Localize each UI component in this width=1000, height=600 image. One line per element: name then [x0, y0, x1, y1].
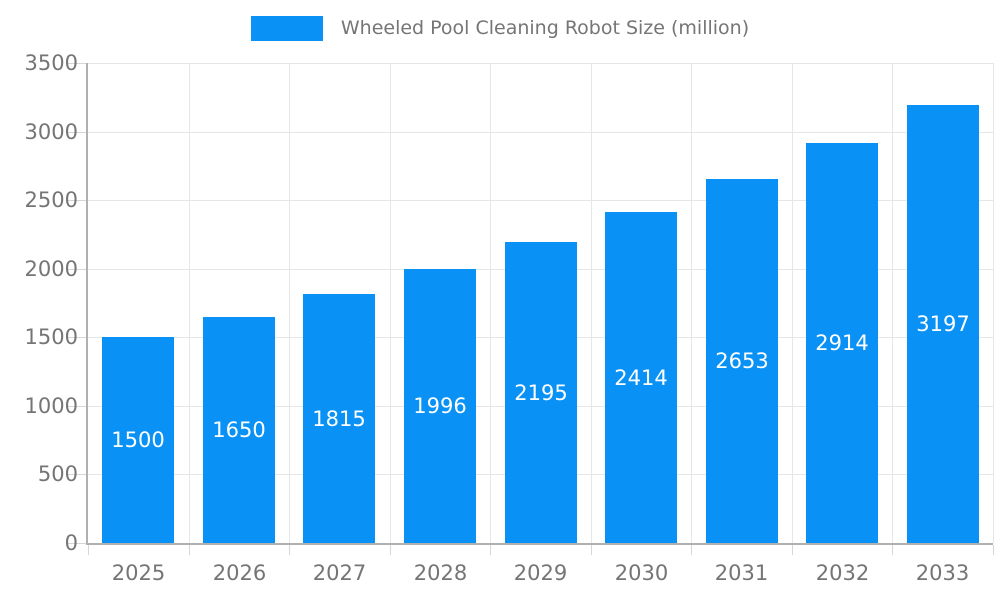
x-axis-label: 2026 — [212, 561, 267, 585]
x-axis-label: 2029 — [513, 561, 568, 585]
x-axis-tick — [691, 545, 692, 555]
y-axis-label: 3500 — [24, 51, 78, 75]
x-axis-tick — [993, 545, 994, 555]
bar-2031[interactable]: 2653 — [706, 179, 778, 543]
bar-2026[interactable]: 1650 — [203, 317, 275, 543]
x-axis-label: 2032 — [815, 561, 870, 585]
bar-value-label: 2195 — [514, 380, 568, 405]
bar-value-label: 2653 — [715, 349, 769, 373]
y-axis-tick — [67, 543, 88, 544]
x-axis-label: 2030 — [614, 561, 669, 585]
bar-2032[interactable]: 2914 — [806, 143, 878, 543]
x-axis-tick — [289, 545, 290, 555]
bar-2028[interactable]: 1996 — [404, 269, 476, 543]
gridline-v — [289, 63, 290, 543]
x-axis-label: 2028 — [413, 561, 468, 585]
x-axis-tick — [189, 545, 190, 555]
y-axis-label: 3000 — [24, 120, 78, 144]
y-axis-label: 500 — [37, 462, 78, 486]
gridline-v — [591, 63, 592, 543]
bar-value-label: 3197 — [916, 312, 970, 336]
y-axis-tick — [67, 269, 88, 270]
legend-label: Wheeled Pool Cleaning Robot Size (millio… — [340, 17, 750, 39]
bar-2027[interactable]: 1815 — [303, 294, 375, 543]
bar-2029[interactable]: 2195 — [505, 242, 577, 543]
y-axis-tick — [67, 200, 88, 201]
gridline-v — [490, 63, 491, 543]
y-axis-tick — [67, 63, 88, 64]
gridline-v — [189, 63, 190, 543]
bar-value-label: 2414 — [614, 365, 668, 390]
gridline-v — [691, 63, 692, 543]
gridline-v — [792, 63, 793, 543]
x-axis-tick — [792, 545, 793, 555]
x-axis-tick — [892, 545, 893, 555]
gridline-v — [390, 63, 391, 543]
y-axis-tick — [67, 132, 88, 133]
bar-value-label: 1815 — [312, 406, 366, 431]
gridline-h — [88, 63, 993, 64]
gridline-v — [993, 63, 994, 543]
x-axis-label: 2031 — [714, 561, 769, 585]
y-axis-tick — [67, 337, 88, 338]
gridline-v — [892, 63, 893, 543]
y-axis-tick — [67, 406, 88, 407]
y-axis-label: 1500 — [24, 325, 78, 349]
y-axis-label: 1000 — [24, 394, 78, 418]
x-axis-line — [86, 543, 993, 545]
x-axis-label: 2033 — [915, 561, 970, 585]
bar-2033[interactable]: 3197 — [907, 105, 979, 543]
x-axis-tick — [390, 545, 391, 555]
y-axis-label: 2000 — [24, 257, 78, 281]
x-axis-tick — [591, 545, 592, 555]
gridline-h — [88, 132, 993, 133]
x-axis-label: 2025 — [111, 561, 166, 585]
y-axis-label: 0 — [64, 531, 78, 555]
y-axis-line — [86, 63, 88, 545]
gridline-h — [88, 200, 993, 201]
bar-value-label: 1650 — [212, 418, 266, 442]
y-axis-tick — [67, 474, 88, 475]
x-axis-tick — [490, 545, 491, 555]
bar-value-label: 1500 — [111, 428, 165, 452]
bar-2030[interactable]: 2414 — [605, 212, 677, 543]
legend-swatch-icon — [250, 16, 323, 41]
bar-value-label: 2914 — [815, 331, 869, 355]
x-axis-label: 2027 — [312, 561, 367, 585]
bar-2025[interactable]: 1500 — [102, 337, 174, 543]
x-axis-tick — [88, 545, 89, 555]
bar-value-label: 1996 — [413, 394, 467, 418]
legend-item[interactable]: Wheeled Pool Cleaning Robot Size (millio… — [0, 16, 1000, 41]
y-axis-label: 2500 — [24, 188, 78, 212]
